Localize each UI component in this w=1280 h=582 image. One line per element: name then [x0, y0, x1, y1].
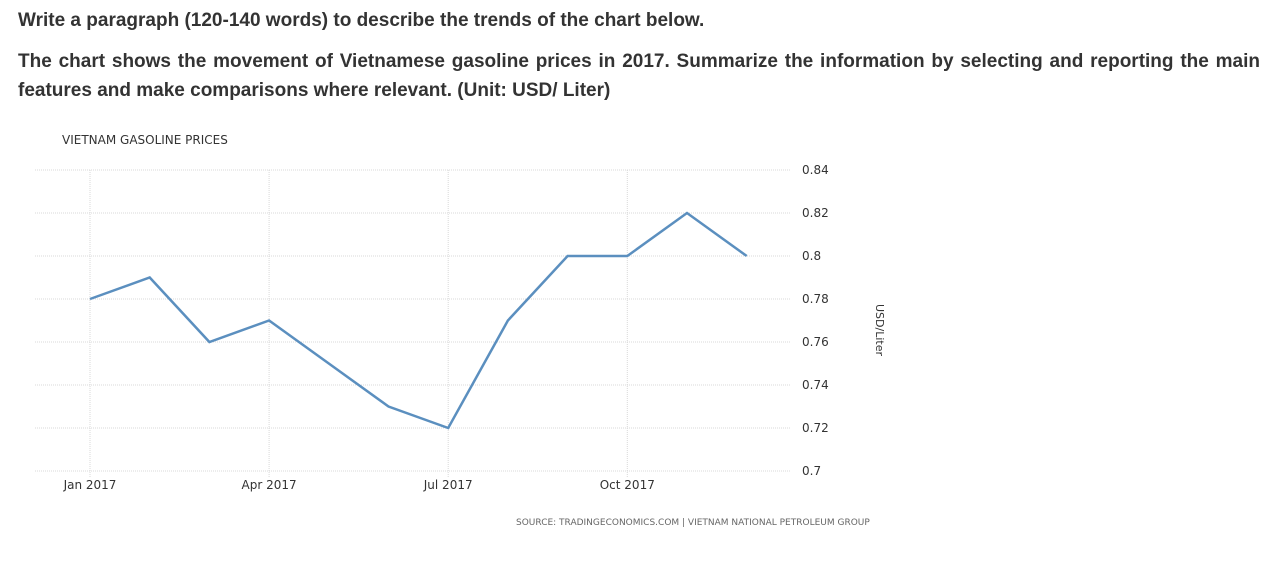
data-point [208, 341, 211, 344]
y-tick-label: 0.82 [802, 206, 829, 220]
data-point [447, 427, 450, 430]
x-tick-label: Jul 2017 [423, 478, 473, 492]
y-tick-label: 0.74 [802, 378, 829, 392]
data-point [566, 255, 569, 258]
y-tick-label: 0.8 [802, 249, 821, 263]
data-point [626, 255, 629, 258]
y-tick-label: 0.78 [802, 292, 829, 306]
data-point [506, 319, 509, 322]
price-series-line [90, 213, 747, 428]
chart-title: VIETNAM GASOLINE PRICES [62, 133, 228, 147]
data-point [89, 298, 92, 301]
data-point [268, 319, 271, 322]
data-point [686, 212, 689, 215]
chart-source: SOURCE: TRADINGECONOMICS.COM | VIETNAM N… [516, 518, 870, 528]
x-tick-label: Apr 2017 [242, 478, 297, 492]
data-point [327, 362, 330, 365]
x-tick-layer: Jan 2017 Apr 2017 Jul 2017 Oct 2017 [63, 478, 655, 492]
y-tick-label: 0.72 [802, 421, 829, 435]
grid-layer [35, 170, 790, 477]
data-point [148, 276, 151, 279]
data-point [745, 255, 748, 258]
y-tick-label: 0.84 [802, 163, 829, 177]
series-layer [89, 212, 749, 430]
chart-container: Jan 2017 Apr 2017 Jul 2017 Oct 2017 0.84 0.8… [0, 125, 1280, 545]
y-tick-layer: 0.84 0.82 0.8 0.78 0.76 0.74 0.72 0.7 [802, 163, 829, 478]
y-tick-label: 0.7 [802, 464, 821, 478]
x-tick-label: Jan 2017 [63, 478, 117, 492]
prompt-body: The chart shows the movement of Vietname… [18, 47, 1260, 105]
y-axis-label: USD/Liter [873, 304, 886, 356]
prompt-title: Write a paragraph (120-140 words) to des… [18, 10, 704, 32]
data-point [387, 405, 390, 408]
x-tick-label: Oct 2017 [600, 478, 655, 492]
gasoline-price-chart: Jan 2017 Apr 2017 Jul 2017 Oct 2017 0.840.8… [0, 125, 1280, 545]
y-tick-label: 0.76 [802, 335, 829, 349]
